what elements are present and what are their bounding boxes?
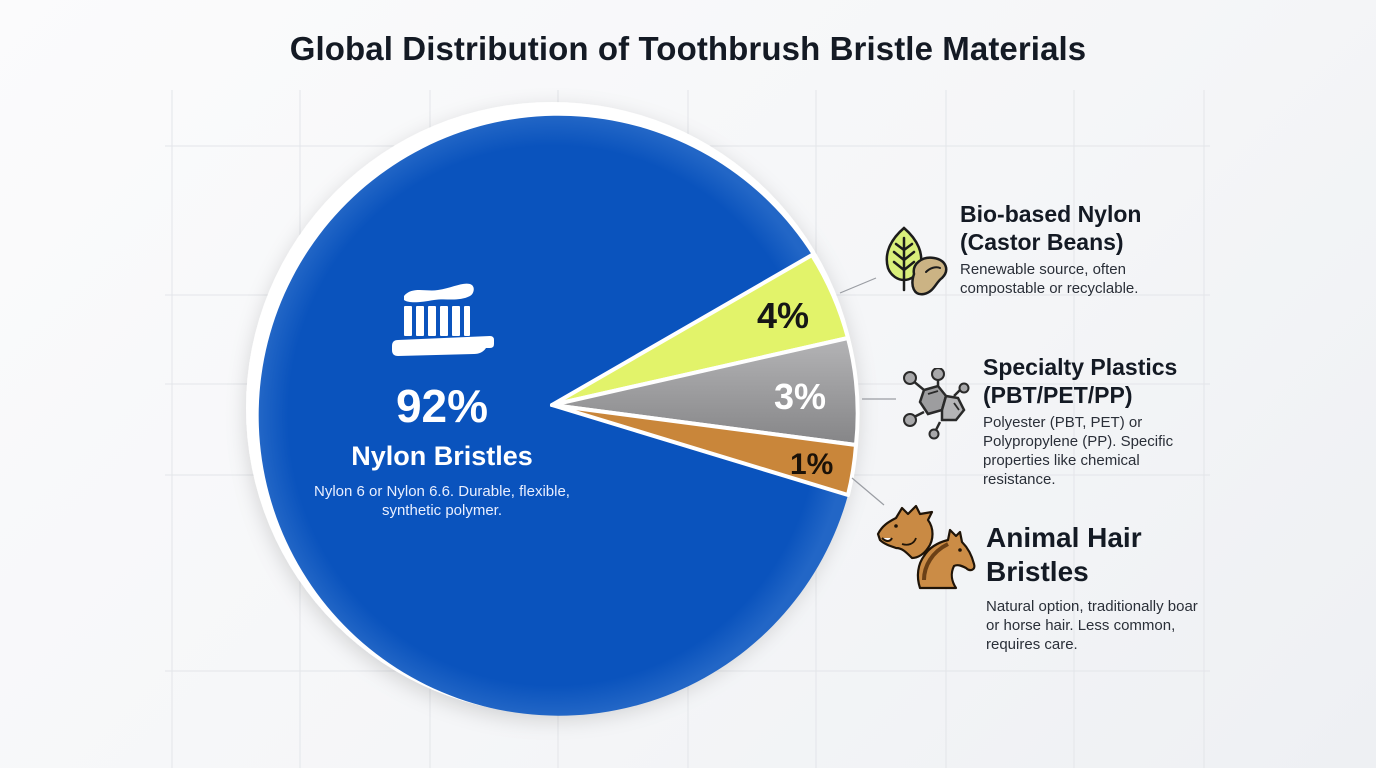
slice-label-bio: 4% xyxy=(757,295,810,336)
slice-animal-hair xyxy=(550,403,858,497)
connector-bio xyxy=(839,277,877,294)
slice-nylon xyxy=(258,115,848,716)
slice-label-specialty: 3% xyxy=(774,376,827,417)
nylon-center-label: 92% Nylon Bristles Nylon 6 or Nylon 6.6.… xyxy=(312,280,572,520)
legend-animal-hair: Animal Hair Bristles Natural option, tra… xyxy=(986,521,1206,654)
slice-label-animal: 1% xyxy=(790,448,834,481)
toothbrush-icon xyxy=(392,283,494,356)
leaf-bean-icon xyxy=(885,226,948,296)
legend-title: Specialty Plastics (PBT/PET/PP) xyxy=(983,354,1178,408)
nylon-name: Nylon Bristles xyxy=(351,441,533,471)
legend-description: Natural option, traditionally boar or ho… xyxy=(986,598,1198,653)
legend-description: Polyester (PBT, PET) or Polypropylene (P… xyxy=(983,414,1174,488)
boar-horse-icon xyxy=(876,504,976,590)
legend-description: Renewable source, often compostable or r… xyxy=(960,261,1139,297)
legend-title: Animal Hair Bristles xyxy=(986,522,1142,587)
nylon-percent: 92% xyxy=(395,380,489,432)
chart-title: Global Distribution of Toothbrush Bristl… xyxy=(289,30,1087,67)
molecule-icon xyxy=(903,368,970,440)
nylon-description: Nylon 6 or Nylon 6.6. Durable, flexible,… xyxy=(314,483,570,519)
legend-bio-nylon: Bio-based Nylon (Castor Beans) Renewable… xyxy=(960,200,1190,298)
connector-animal xyxy=(851,477,885,506)
legend-specialty-plastics: Specialty Plastics (PBT/PET/PP) Polyeste… xyxy=(983,353,1213,489)
legend-title: Bio-based Nylon (Castor Beans) xyxy=(960,201,1142,255)
